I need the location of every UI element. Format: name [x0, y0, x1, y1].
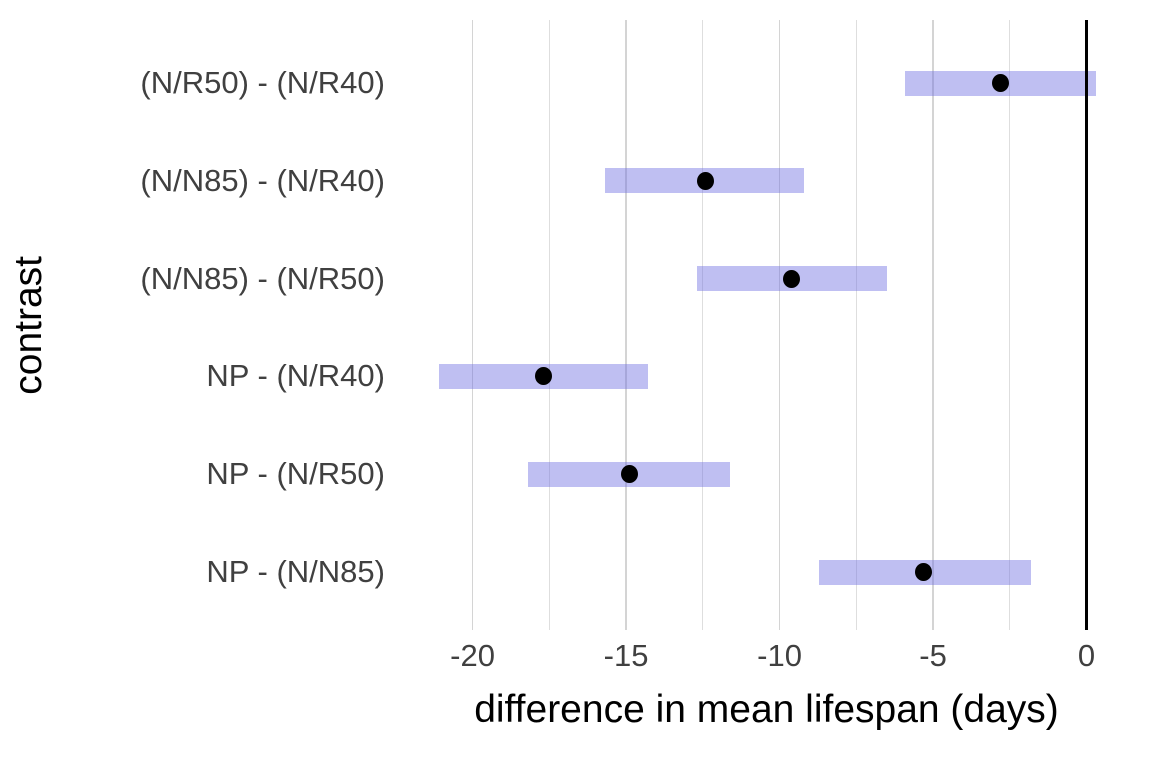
- gridline-major: [778, 20, 781, 630]
- y-tick-label: (N/N85) - (N/R50): [140, 260, 385, 296]
- estimate-dot: [992, 74, 1010, 92]
- x-tick-label: 0: [1077, 638, 1096, 673]
- x-tick-label: -15: [603, 638, 649, 673]
- estimate-dot: [915, 563, 933, 581]
- x-tick-label: -5: [919, 638, 947, 673]
- y-tick-label: (N/N85) - (N/R40): [140, 162, 385, 198]
- plot-panel: [405, 20, 1128, 630]
- y-tick-label: NP - (N/R50): [206, 456, 385, 492]
- x-tick-label: -10: [757, 638, 802, 673]
- estimate-dot: [534, 367, 552, 386]
- gridline-major: [625, 20, 627, 630]
- gridline-minor: [702, 20, 704, 630]
- gridline-minor: [1009, 20, 1011, 630]
- zero-reference-line: [1085, 20, 1089, 630]
- y-axis-title: contrast: [4, 20, 54, 630]
- gridline-major: [932, 20, 934, 630]
- x-tick-label: -20: [450, 638, 495, 673]
- y-tick-label: (N/R50) - (N/R40): [140, 65, 385, 100]
- estimate-dot: [783, 269, 801, 288]
- estimate-dot: [620, 465, 638, 484]
- estimate-dot: [697, 171, 715, 190]
- gridline-major: [471, 20, 474, 630]
- y-tick-label: NP - (N/N85): [206, 554, 385, 589]
- y-tick-label: NP - (N/R40): [206, 358, 385, 394]
- gridline-minor: [548, 20, 550, 630]
- gridline-minor: [855, 20, 857, 630]
- x-axis-title: difference in mean lifespan (days): [474, 688, 1059, 731]
